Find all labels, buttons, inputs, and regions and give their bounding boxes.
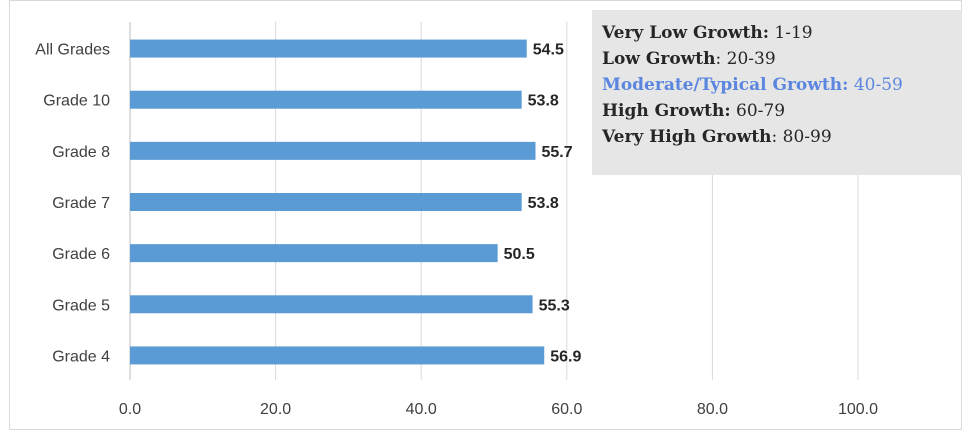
- x-tick-label: 80.0: [697, 401, 728, 418]
- bar: [130, 295, 533, 314]
- category-label: Grade 8: [52, 144, 110, 161]
- category-labels: All Grades Grade 10 Grade 8 Grade 7 Grade 6 G…: [35, 42, 110, 366]
- x-tick-label: 100.0: [838, 401, 878, 418]
- data-label: 53.8: [528, 195, 559, 212]
- data-label: 56.9: [550, 348, 581, 365]
- legend-name: Very Low Growth:: [602, 23, 769, 43]
- x-tick-label: 60.0: [551, 401, 582, 418]
- legend-name: Very High Growth: [602, 127, 772, 147]
- legend-name: Moderate/Typical Growth:: [602, 75, 849, 95]
- legend-row-very-low: Very Low Growth: 1-19: [602, 20, 952, 46]
- data-label: 53.8: [528, 93, 559, 110]
- legend-name: High Growth:: [602, 101, 731, 121]
- legend-range: 60-79: [736, 101, 786, 121]
- x-tick-label: 0.0: [119, 401, 141, 418]
- category-label: Grade 4: [52, 348, 110, 365]
- x-tick-labels: 0.0 20.0 40.0 60.0 80.0 100.0: [119, 401, 878, 418]
- legend-row-low: Low Growth: 20-39: [602, 46, 952, 72]
- legend-row-high: High Growth: 60-79: [602, 98, 952, 124]
- category-label: Grade 6: [52, 246, 110, 263]
- bars: [130, 39, 545, 365]
- category-label: All Grades: [35, 42, 110, 59]
- legend-range: : 20-39: [715, 49, 776, 69]
- bar: [130, 193, 522, 211]
- data-label: 55.3: [539, 297, 570, 314]
- legend-range: 1-19: [774, 23, 813, 43]
- legend-name: Low Growth: [602, 49, 716, 69]
- bar: [130, 39, 527, 58]
- legend-range: 40-59: [853, 75, 903, 95]
- category-label: Grade 7: [52, 195, 110, 212]
- bar: [130, 346, 545, 365]
- x-tick-label: 20.0: [260, 401, 291, 418]
- data-labels: 54.5 53.8 55.7 53.8 50.5 55.3 56.9: [504, 42, 582, 366]
- data-label: 55.7: [541, 144, 572, 161]
- data-label: 54.5: [533, 42, 564, 59]
- category-label: Grade 10: [43, 93, 110, 110]
- data-label: 50.5: [504, 246, 535, 263]
- legend-range: : 80-99: [771, 127, 832, 147]
- legend-row-very-high: Very High Growth: 80-99: [602, 124, 952, 150]
- category-label: Grade 5: [52, 297, 110, 314]
- growth-legend: Very Low Growth: 1-19 Low Growth: 20-39 …: [592, 10, 962, 175]
- x-tick-label: 40.0: [406, 401, 437, 418]
- bar: [130, 90, 522, 109]
- legend-row-moderate: Moderate/Typical Growth: 40-59: [602, 72, 952, 98]
- bar: [130, 141, 536, 160]
- bar: [130, 244, 498, 263]
